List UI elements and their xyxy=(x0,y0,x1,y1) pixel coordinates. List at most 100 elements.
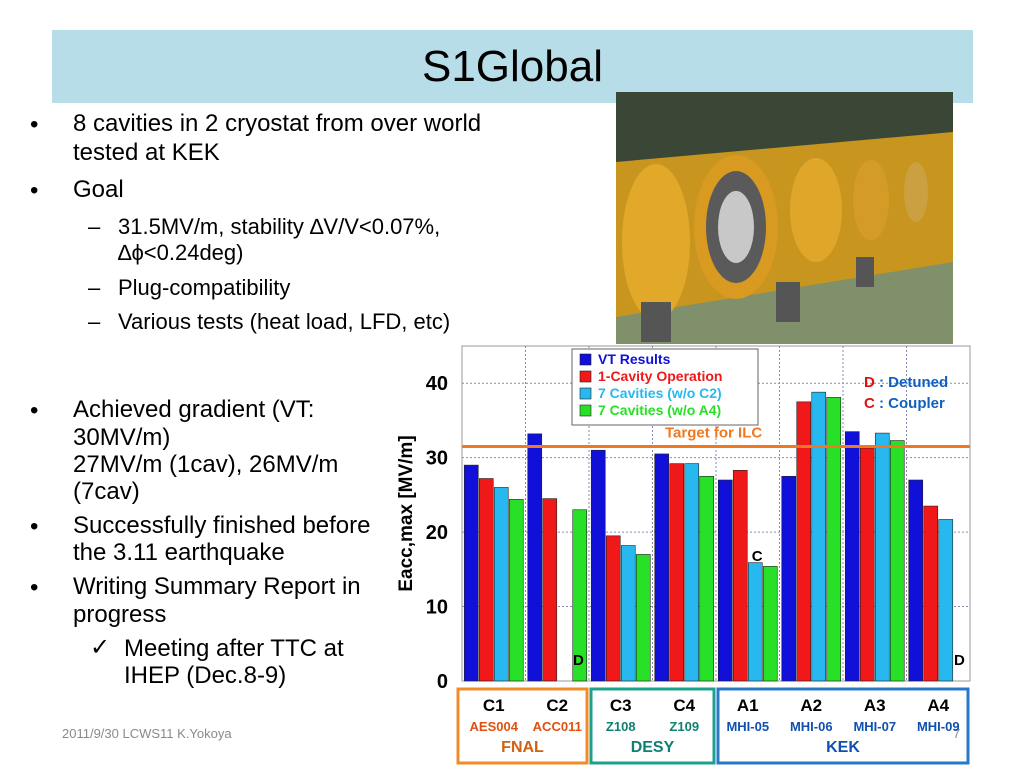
bar xyxy=(732,470,748,682)
bar xyxy=(762,566,778,682)
bullet-earthquake-line2: the 3.11 earthquake xyxy=(73,539,285,566)
sub-dash: – xyxy=(88,309,101,334)
bar xyxy=(781,475,797,682)
bar xyxy=(923,505,939,682)
legend-swatch xyxy=(579,353,592,366)
bullet-dot: • xyxy=(30,177,39,204)
y-tick-label: 40 xyxy=(426,373,448,395)
bullet-report-line2: progress xyxy=(73,601,167,628)
bar xyxy=(493,487,509,682)
bar xyxy=(938,519,954,682)
y-tick-label: 0 xyxy=(437,671,448,693)
bar xyxy=(605,535,621,682)
category-label: C1 xyxy=(483,696,505,715)
cavity-id-label: AES004 xyxy=(470,719,519,734)
category-label: A1 xyxy=(737,696,759,715)
slide-title: S1Global xyxy=(421,42,603,91)
bar xyxy=(463,464,479,682)
legend-entry: 7 Cavities (w/o A4) xyxy=(598,402,721,418)
bullet-report-line1: Writing Summary Report in xyxy=(73,573,361,600)
bar xyxy=(478,478,494,682)
bar xyxy=(684,463,700,682)
y-tick-label: 10 xyxy=(426,597,448,619)
target-label: Target for ILC xyxy=(665,425,762,442)
bullet-dot: • xyxy=(30,513,39,540)
bar xyxy=(874,432,890,682)
gradient-bar-chart: 0 10 20 30 40 Eacc,max [MV/m] Target for ILC VT… xyxy=(396,345,971,765)
bullet-gradient-line2: 30MV/m) xyxy=(73,424,171,451)
y-tick-label: 20 xyxy=(426,522,448,544)
category-label: A2 xyxy=(800,696,822,715)
bullet-gradient-line4: (7cav) xyxy=(73,478,140,505)
bar xyxy=(669,463,685,682)
legend-swatch xyxy=(579,387,592,400)
category-label: A4 xyxy=(927,696,949,715)
bullet-goal: Goal xyxy=(73,176,124,203)
bullet-dot: • xyxy=(30,397,39,424)
category-label: A3 xyxy=(864,696,886,715)
bullet-dot: • xyxy=(30,574,39,601)
cavity-id-label: MHI-09 xyxy=(917,719,960,734)
bullet-cavities-line2: tested at KEK xyxy=(73,139,220,166)
bullet-earthquake-line1: Successfully finished before xyxy=(73,512,371,539)
bar xyxy=(796,401,812,682)
bar xyxy=(635,554,651,682)
bar xyxy=(908,479,924,682)
cavity-id-label: Z109 xyxy=(669,719,699,734)
bar xyxy=(699,475,715,682)
group-label: FNAL xyxy=(501,739,544,756)
bar xyxy=(542,498,558,682)
cryomodule-photo-drawing xyxy=(616,92,953,344)
legend-entry: 7 Cavities (w/o C2) xyxy=(598,385,722,401)
bar xyxy=(717,479,733,682)
bullet-gradient-line3: 27MV/m (1cav), 26MV/m xyxy=(73,451,339,478)
bar xyxy=(527,433,543,682)
sub-dash: – xyxy=(88,275,101,300)
category-label: C2 xyxy=(546,696,568,715)
sub-goal-plug: Plug-compatibility xyxy=(118,275,291,300)
sub-dash: – xyxy=(88,214,101,239)
check-meeting-line2: IHEP (Dec.8-9) xyxy=(124,662,287,689)
legend-swatch xyxy=(579,370,592,383)
sub-goal-tests: Various tests (heat load, LFD, etc) xyxy=(118,309,451,334)
bullet-gradient-line1: Achieved gradient (VT: xyxy=(73,396,315,423)
bar xyxy=(859,447,875,682)
y-axis-label: Eacc,max [MV/m] xyxy=(396,435,417,591)
legend-right-entry: C : Coupler xyxy=(864,395,945,412)
group-box xyxy=(589,687,716,765)
category-label: C3 xyxy=(610,696,632,715)
check-meeting-line1: Meeting after TTC at xyxy=(124,635,344,662)
legend-entry: VT Results xyxy=(598,351,671,367)
group-box xyxy=(456,687,589,765)
bar xyxy=(889,440,905,682)
bullet-cavities-line1: 8 cavities in 2 cryostat from over world xyxy=(73,110,482,137)
annotation-label: C xyxy=(752,548,763,565)
bar xyxy=(747,562,763,682)
y-tick-label: 30 xyxy=(426,448,448,470)
cavity-id-label: Z108 xyxy=(606,719,636,734)
cavity-id-label: ACC011 xyxy=(533,719,582,734)
bar xyxy=(811,391,827,682)
cavity-id-label: MHI-06 xyxy=(790,719,833,734)
cavity-id-label: MHI-05 xyxy=(726,719,769,734)
title-band: S1Global xyxy=(52,30,973,103)
bar xyxy=(654,453,670,682)
bar xyxy=(826,397,842,682)
page-number: 7 xyxy=(953,726,961,741)
group-box xyxy=(716,687,970,765)
annotation-label: D xyxy=(954,652,965,669)
legend-box xyxy=(571,348,759,426)
cavity-id-label: MHI-07 xyxy=(853,719,896,734)
legend-entry: 1-Cavity Operation xyxy=(598,368,722,384)
bar xyxy=(590,449,606,682)
bullet-dot: • xyxy=(30,111,39,138)
bar xyxy=(572,509,588,682)
footer-text: 2011/9/30 LCWS11 K.Yokoya xyxy=(62,726,232,741)
annotation-label: D xyxy=(573,652,584,669)
bar xyxy=(508,499,524,682)
cryomodule-photo xyxy=(616,92,953,344)
bar xyxy=(844,431,860,682)
sub-goal-gradient-line1: 31.5MV/m, stability ∆V/V<0.07%, xyxy=(118,214,441,239)
legend-right-entry: D : Detuned xyxy=(864,374,948,391)
category-label: C4 xyxy=(673,696,695,715)
